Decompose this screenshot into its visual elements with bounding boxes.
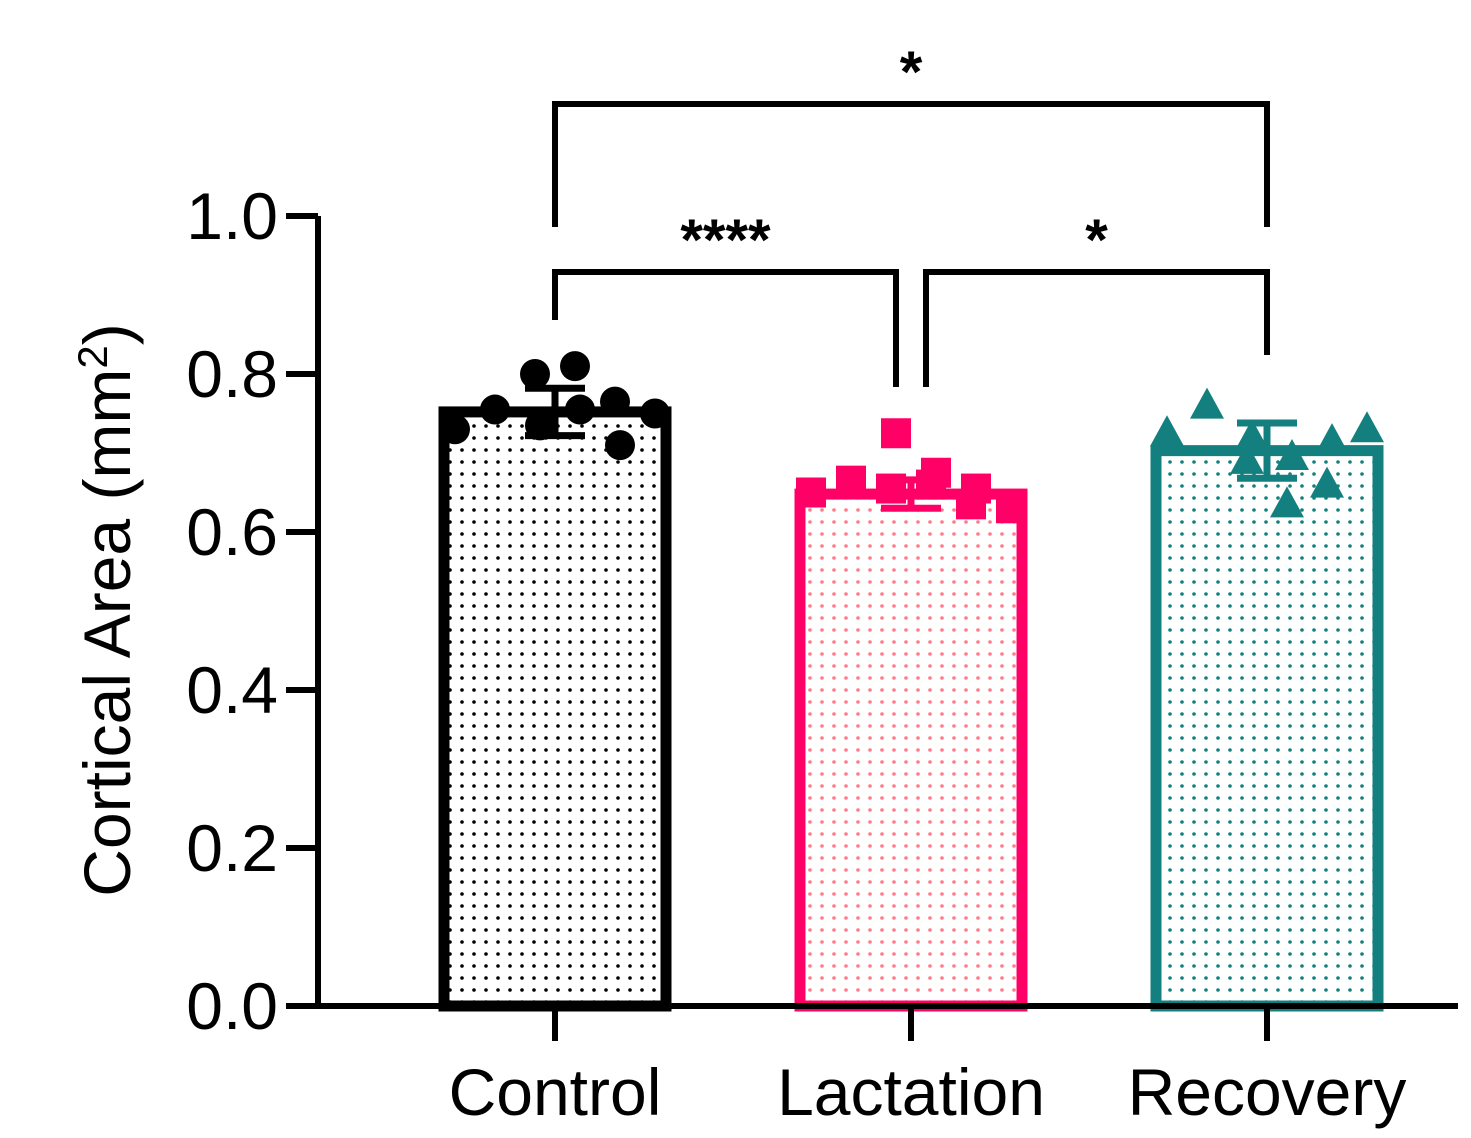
y-tick-label: 1.0 bbox=[186, 179, 278, 253]
data-point-recovery bbox=[1230, 442, 1264, 474]
data-point-control bbox=[480, 394, 510, 425]
data-point-recovery bbox=[1150, 415, 1184, 447]
significance-brackets: **** ** bbox=[552, 40, 1270, 387]
data-point-recovery bbox=[1270, 486, 1304, 518]
data-point-control bbox=[440, 414, 470, 445]
axis-labels: Cortical Area (mm2) bbox=[69, 323, 145, 896]
y-tick-label: 0.4 bbox=[186, 653, 278, 727]
bar-lactation bbox=[794, 488, 1028, 1012]
plot-area bbox=[438, 351, 1384, 1012]
data-point-recovery bbox=[1275, 438, 1309, 470]
significance-bracket bbox=[552, 269, 899, 387]
x-category-label: Recovery bbox=[1128, 1055, 1407, 1129]
significance-label: * bbox=[1085, 208, 1108, 273]
data-point-lactation bbox=[996, 493, 1026, 524]
data-point-recovery bbox=[1350, 411, 1384, 443]
y-tick-label: 0.6 bbox=[186, 495, 278, 569]
data-point-recovery bbox=[1235, 419, 1269, 451]
significance-label: **** bbox=[680, 208, 771, 273]
x-category-label: Lactation bbox=[777, 1055, 1045, 1129]
bar-control bbox=[438, 406, 672, 1012]
data-point-control bbox=[560, 351, 590, 382]
data-point-recovery bbox=[1190, 387, 1224, 419]
y-tick-label: 0.8 bbox=[186, 337, 278, 411]
y-tick-label: 0.2 bbox=[186, 811, 278, 885]
y-axis-label: Cortical Area (mm2) bbox=[69, 323, 145, 896]
data-point-lactation bbox=[796, 477, 826, 508]
significance-label: * bbox=[900, 40, 923, 105]
significance-bracket bbox=[552, 101, 1270, 227]
bar-recovery bbox=[1150, 445, 1384, 1012]
data-point-control bbox=[600, 386, 630, 417]
y-tick-label: 0.0 bbox=[186, 969, 278, 1043]
data-point-recovery bbox=[1315, 423, 1349, 455]
x-category-label: Control bbox=[449, 1055, 662, 1129]
axes: 0.0 0.2 0.4 0.6 0.8 1.0 Control Lactation Recove… bbox=[186, 179, 1458, 1129]
data-point-control bbox=[565, 394, 595, 425]
data-point-control bbox=[640, 398, 670, 429]
data-point-lactation bbox=[836, 465, 866, 496]
significance-bracket bbox=[923, 269, 1270, 387]
data-point-lactation bbox=[881, 418, 911, 449]
data-point-recovery bbox=[1310, 466, 1344, 498]
data-point-lactation bbox=[961, 473, 991, 504]
data-point-control bbox=[520, 359, 550, 389]
data-point-control bbox=[605, 430, 635, 461]
